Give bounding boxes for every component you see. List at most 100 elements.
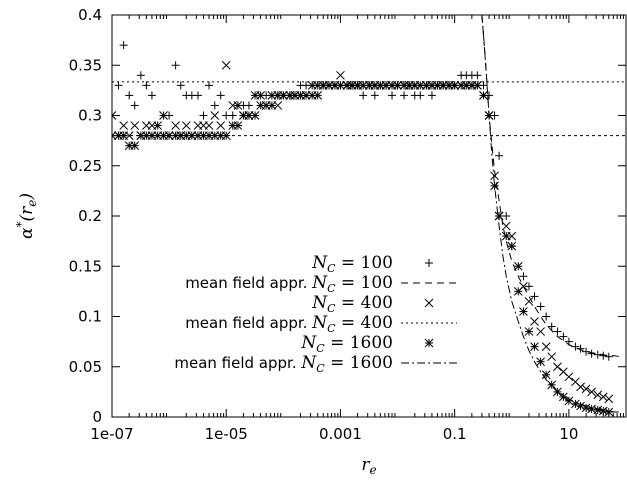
series-0-point (136, 71, 145, 80)
legend-marker (424, 298, 434, 308)
series-0-point (593, 350, 602, 359)
series-0-point (359, 91, 368, 100)
series-4-point (278, 91, 288, 100)
series-0-point (228, 111, 237, 120)
series-4-point (541, 370, 551, 380)
series-0-point (176, 81, 185, 90)
series-2-point (256, 91, 265, 100)
series-0-point (547, 322, 556, 331)
series-group (112, 15, 626, 417)
y-tick-label: 0.15 (69, 257, 102, 275)
series-0-point (210, 101, 219, 110)
series-0-point (388, 91, 397, 100)
series-layer (112, 15, 626, 417)
series-0-point (524, 282, 533, 291)
series-2-point (119, 121, 129, 130)
series-2-point (604, 394, 614, 404)
series-2-point (159, 111, 168, 120)
series-line-5 (481, 15, 621, 413)
x-tick-label: 0.001 (319, 425, 362, 443)
series-0-point (553, 327, 562, 336)
series-4-point (393, 80, 402, 90)
y-tick-label: 0.3 (78, 107, 102, 125)
series-2-point (513, 261, 523, 271)
series-2-point (587, 387, 596, 397)
series-2-point (536, 327, 545, 336)
series-0-point (587, 349, 596, 358)
series-4-point (313, 91, 323, 100)
series-4-point (507, 241, 517, 251)
series-0-point (604, 352, 613, 361)
series-0-point (519, 272, 528, 281)
series-0-point (125, 91, 134, 100)
series-4-point (473, 80, 482, 90)
series-4-point (553, 387, 562, 397)
series-0-point (199, 111, 208, 120)
series-0-point (495, 151, 504, 160)
legend-entry-label: mean field appr. NC = 400 (185, 313, 393, 335)
series-0-point (370, 91, 379, 100)
series-0-point (473, 71, 482, 80)
series-0-point (147, 91, 156, 100)
y-tick-label: 0.1 (78, 308, 102, 326)
x-tick-label: 1e-05 (205, 425, 248, 443)
series-0-point (571, 342, 580, 351)
series-0-point (165, 111, 174, 120)
series-2-point (130, 121, 140, 130)
series-4-point (336, 80, 345, 90)
series-2-point (204, 121, 214, 130)
series-2-point (501, 221, 511, 231)
series-0-point (542, 312, 551, 321)
series-4-point (593, 405, 603, 415)
series-2-point (576, 382, 585, 392)
y-tick-label: 0.2 (78, 207, 102, 225)
series-0-point (559, 332, 568, 341)
series-0-point (193, 91, 202, 100)
series-2-point (547, 352, 557, 362)
series-2-point (593, 390, 603, 400)
y-tick-label: 0.35 (69, 56, 102, 74)
series-4-point (576, 401, 585, 411)
series-0-point (142, 81, 151, 90)
legend-marker (424, 338, 434, 348)
x-tick-label: 0.1 (443, 425, 467, 443)
series-0-point (119, 41, 128, 50)
series-2-point (553, 362, 562, 372)
series-2-point (336, 70, 345, 80)
series-4-point (130, 141, 140, 151)
series-4-point (559, 392, 568, 402)
series-0-point (130, 101, 139, 110)
series-4-point (524, 327, 534, 336)
series-2-point (564, 372, 574, 382)
series-0-point (427, 91, 436, 100)
y-tick-label: 0 (92, 408, 102, 426)
series-0-point (171, 61, 180, 70)
series-2-point (233, 101, 243, 110)
series-4-point (233, 121, 243, 130)
y-tick-label: 0.05 (69, 358, 102, 376)
legend-entry-label: NC = 400 (311, 293, 393, 315)
series-4-point (604, 407, 614, 417)
x-axis-title: re (361, 455, 376, 477)
series-4-point (479, 91, 488, 100)
y-tick-label: 0.25 (69, 157, 102, 175)
series-4-point (494, 211, 504, 221)
series-2-point (210, 111, 220, 120)
y-axis-title: α*(re) (14, 193, 39, 239)
series-4-point (285, 91, 295, 100)
series-4-point (530, 342, 539, 352)
series-line-1 (481, 15, 621, 358)
series-4-point (571, 399, 580, 409)
series-0-point (536, 302, 545, 311)
series-4-point (415, 80, 425, 90)
series-4-point (250, 111, 260, 120)
series-4-point (513, 287, 523, 296)
series-4-point (267, 101, 277, 110)
series-4-point (598, 406, 608, 416)
series-0-point (205, 81, 214, 90)
series-0-point (502, 212, 511, 220)
series-0-point (400, 91, 409, 100)
axis-ticks: 1e-07 1e-05 0.001 0.1 10 0 0.05 0.1 0.15 0.2 0.25 0… (69, 6, 626, 443)
legend-entry-label: mean field appr. NC = 1600 (174, 353, 393, 375)
